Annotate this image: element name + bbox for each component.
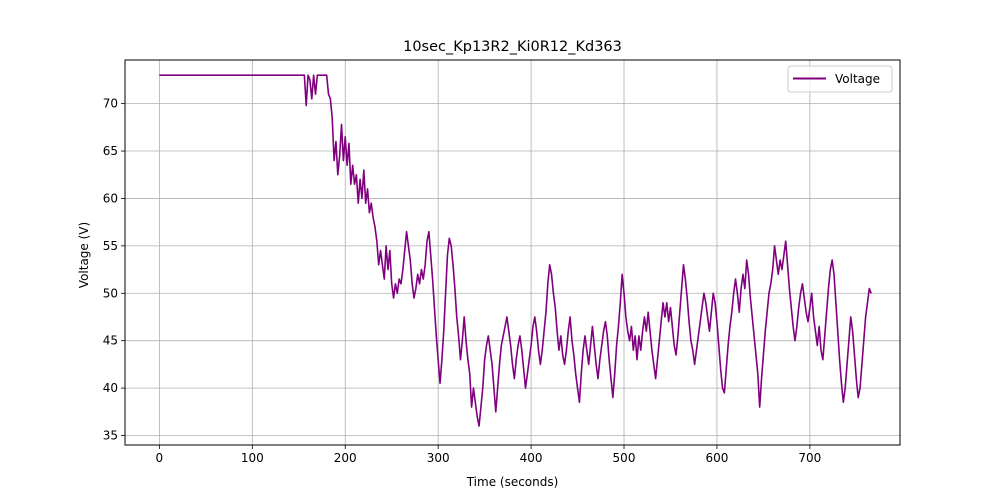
grid (125, 60, 900, 445)
x-tick-label: 300 (427, 451, 450, 465)
y-tick-label: 60 (103, 191, 118, 205)
y-axis-label: Voltage (V) (77, 222, 91, 288)
series-line-voltage (159, 74, 872, 427)
y-tick-label: 55 (103, 239, 118, 253)
plot-area-frame (124, 59, 901, 446)
y-tick-label: 50 (103, 286, 118, 300)
y-tick-label: 70 (103, 97, 118, 111)
y-tick-label: 35 (103, 429, 118, 443)
y-tick-label: 65 (103, 144, 118, 158)
legend: Voltage (787, 65, 893, 93)
ticks: 0 100 200 300 400 500 600 700 35 40 45 50 55 60 65 70 (103, 97, 822, 465)
x-tick-label: 500 (613, 451, 636, 465)
chart-title: 10sec_Kp13R2_Ki0R12_Kd363 (403, 39, 622, 55)
x-tick-label: 400 (520, 451, 543, 465)
x-tick-label: 700 (798, 451, 821, 465)
y-tick-label: 45 (103, 334, 118, 348)
legend-box (787, 65, 893, 93)
series-layer (159, 74, 872, 427)
legend-label-voltage: Voltage (835, 72, 880, 86)
x-axis-label: Time (seconds) (466, 475, 559, 489)
x-tick-label: 100 (241, 451, 264, 465)
x-tick-label: 200 (334, 451, 357, 465)
x-tick-label: 0 (156, 451, 164, 465)
y-tick-label: 40 (103, 381, 118, 395)
x-tick-label: 600 (705, 451, 728, 465)
